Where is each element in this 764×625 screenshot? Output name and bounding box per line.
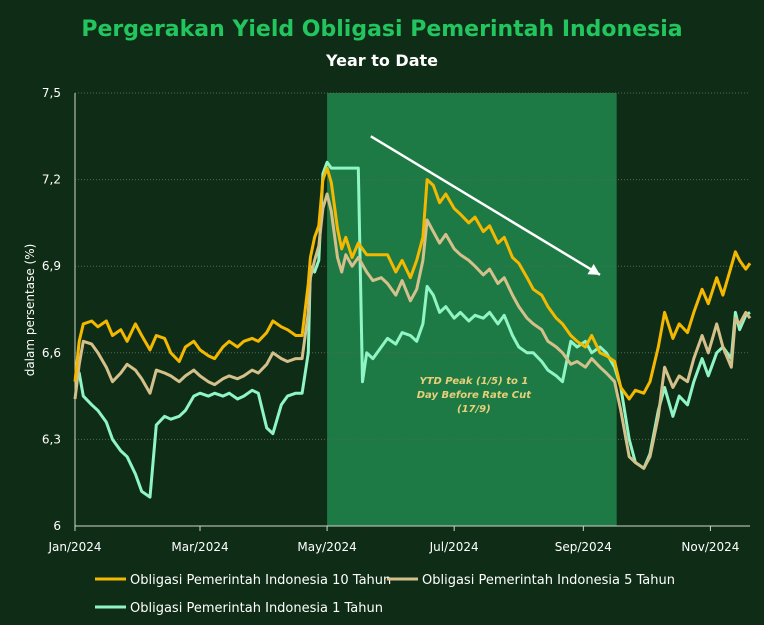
- x-tick-label: May/2024: [297, 540, 356, 554]
- legend-label-5y: Obligasi Pemerintah Indonesia 5 Tahun: [422, 573, 675, 588]
- trend-arrow-head: [587, 264, 600, 275]
- annotation-line: Day Before Rate Cut: [417, 390, 533, 401]
- annotation-line: (17/9): [457, 404, 491, 415]
- y-tick-label: 7,2: [42, 173, 61, 187]
- chart-subtitle: Year to Date: [325, 51, 438, 70]
- x-tick-label: Jan/2024: [47, 540, 101, 554]
- x-tick-label: Mar/2024: [171, 540, 228, 554]
- highlight-band: [327, 93, 617, 526]
- annotation-line: YTD Peak (1/5) to 1: [419, 376, 528, 387]
- series-line-10y: [73, 166, 752, 401]
- y-tick-label: 6,6: [42, 346, 61, 360]
- series-line-5y: [73, 192, 752, 470]
- y-tick-label: 6,9: [42, 259, 61, 273]
- x-tick-label: Jul/2024: [429, 540, 479, 554]
- y-tick-label: 6,3: [42, 432, 61, 446]
- legend-label-1y: Obligasi Pemerintah Indonesia 1 Tahun: [130, 601, 383, 616]
- trend-arrow-line: [370, 135, 601, 276]
- x-tick-label: Nov/2024: [681, 540, 739, 554]
- y-tick-label: 6: [53, 519, 61, 533]
- y-axis-label: dalam persentase (%): [23, 244, 37, 377]
- chart-title: Pergerakan Yield Obligasi Pemerintah Ind…: [81, 17, 682, 42]
- x-tick-label: Sep/2024: [555, 540, 612, 554]
- legend-label-10y: Obligasi Pemerintah Indonesia 10 Tahun: [130, 573, 391, 588]
- y-tick-label: 7,5: [42, 86, 61, 100]
